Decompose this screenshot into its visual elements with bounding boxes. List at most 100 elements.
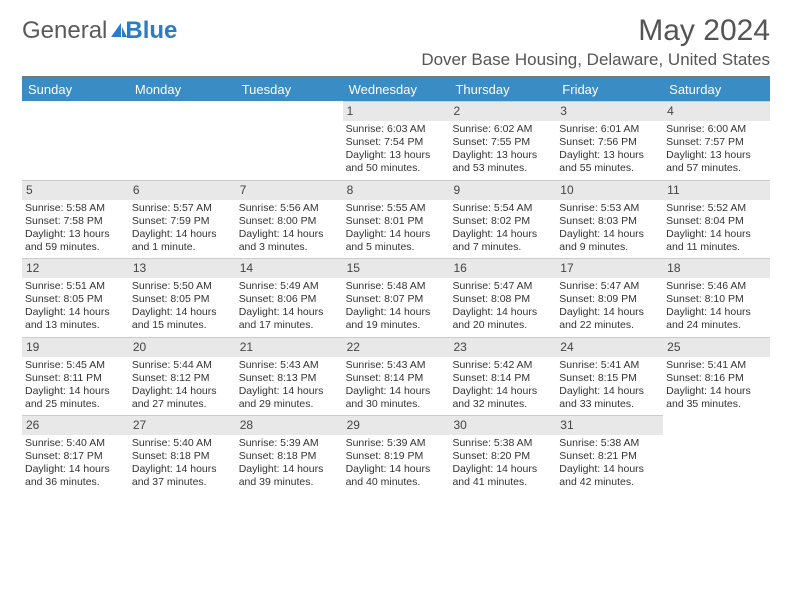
sunrise-text: Sunrise: 5:43 AM bbox=[346, 359, 447, 372]
day-cell: 19Sunrise: 5:45 AMSunset: 8:11 PMDayligh… bbox=[22, 337, 129, 416]
day-number: 24 bbox=[556, 337, 663, 357]
day-header: Thursday bbox=[449, 78, 556, 101]
sunset-text: Sunset: 8:06 PM bbox=[239, 293, 340, 306]
sunset-text: Sunset: 8:14 PM bbox=[452, 372, 553, 385]
sunset-text: Sunset: 8:16 PM bbox=[666, 372, 767, 385]
sunrise-text: Sunrise: 5:53 AM bbox=[559, 202, 660, 215]
sunrise-text: Sunrise: 5:56 AM bbox=[239, 202, 340, 215]
daylight-text: Daylight: 13 hours and 53 minutes. bbox=[452, 149, 553, 175]
sunset-text: Sunset: 8:10 PM bbox=[666, 293, 767, 306]
day-cell: 16Sunrise: 5:47 AMSunset: 8:08 PMDayligh… bbox=[449, 258, 556, 337]
sunrise-text: Sunrise: 5:39 AM bbox=[239, 437, 340, 450]
daylight-text: Daylight: 14 hours and 9 minutes. bbox=[559, 228, 660, 254]
day-cell: 30Sunrise: 5:38 AMSunset: 8:20 PMDayligh… bbox=[449, 415, 556, 494]
day-cell: 11Sunrise: 5:52 AMSunset: 8:04 PMDayligh… bbox=[663, 180, 770, 259]
daylight-text: Daylight: 14 hours and 1 minute. bbox=[132, 228, 233, 254]
day-cell: 13Sunrise: 5:50 AMSunset: 8:05 PMDayligh… bbox=[129, 258, 236, 337]
day-cell: 8Sunrise: 5:55 AMSunset: 8:01 PMDaylight… bbox=[343, 180, 450, 259]
day-number: 1 bbox=[343, 101, 450, 121]
sunrise-text: Sunrise: 5:50 AM bbox=[132, 280, 233, 293]
day-number: 10 bbox=[556, 180, 663, 200]
sunrise-text: Sunrise: 5:38 AM bbox=[559, 437, 660, 450]
daylight-text: Daylight: 14 hours and 35 minutes. bbox=[666, 385, 767, 411]
day-number: 13 bbox=[129, 258, 236, 278]
sunrise-text: Sunrise: 5:44 AM bbox=[132, 359, 233, 372]
daylight-text: Daylight: 14 hours and 42 minutes. bbox=[559, 463, 660, 489]
week-row: ...1Sunrise: 6:03 AMSunset: 7:54 PMDayli… bbox=[22, 101, 770, 180]
sunrise-text: Sunrise: 6:03 AM bbox=[346, 123, 447, 136]
day-number: 6 bbox=[129, 180, 236, 200]
weeks-container: ...1Sunrise: 6:03 AMSunset: 7:54 PMDayli… bbox=[22, 101, 770, 494]
daylight-text: Daylight: 14 hours and 32 minutes. bbox=[452, 385, 553, 411]
sunrise-text: Sunrise: 5:49 AM bbox=[239, 280, 340, 293]
sunset-text: Sunset: 8:18 PM bbox=[239, 450, 340, 463]
day-cell: 10Sunrise: 5:53 AMSunset: 8:03 PMDayligh… bbox=[556, 180, 663, 259]
day-number: 26 bbox=[22, 415, 129, 435]
daylight-text: Daylight: 13 hours and 59 minutes. bbox=[25, 228, 126, 254]
sunrise-text: Sunrise: 5:40 AM bbox=[25, 437, 126, 450]
sunset-text: Sunset: 7:54 PM bbox=[346, 136, 447, 149]
sunset-text: Sunset: 8:07 PM bbox=[346, 293, 447, 306]
sunrise-text: Sunrise: 5:41 AM bbox=[559, 359, 660, 372]
day-number: 7 bbox=[236, 180, 343, 200]
day-header: Saturday bbox=[663, 78, 770, 101]
daylight-text: Daylight: 14 hours and 20 minutes. bbox=[452, 306, 553, 332]
day-cell: 27Sunrise: 5:40 AMSunset: 8:18 PMDayligh… bbox=[129, 415, 236, 494]
daylight-text: Daylight: 14 hours and 40 minutes. bbox=[346, 463, 447, 489]
day-number: 15 bbox=[343, 258, 450, 278]
sunset-text: Sunset: 7:57 PM bbox=[666, 136, 767, 149]
daylight-text: Daylight: 14 hours and 37 minutes. bbox=[132, 463, 233, 489]
sunrise-text: Sunrise: 5:47 AM bbox=[559, 280, 660, 293]
daylight-text: Daylight: 14 hours and 17 minutes. bbox=[239, 306, 340, 332]
daylight-text: Daylight: 14 hours and 11 minutes. bbox=[666, 228, 767, 254]
daylight-text: Daylight: 14 hours and 3 minutes. bbox=[239, 228, 340, 254]
week-row: 26 Sunrise: 5:40 AMSunset: 8:17 PM Dayligh… bbox=[22, 415, 770, 494]
day-cell: 3Sunrise: 6:01 AMSunset: 7:56 PMDaylight… bbox=[556, 101, 663, 180]
sunset-text: Sunset: 8:17 PM bbox=[25, 450, 126, 463]
sunrise-text: Sunrise: 5:55 AM bbox=[346, 202, 447, 215]
sunset-text: Sunset: 7:59 PM bbox=[132, 215, 233, 228]
day-cell: 29Sunrise: 5:39 AMSunset: 8:19 PMDayligh… bbox=[343, 415, 450, 494]
sunset-text: Sunset: 8:12 PM bbox=[132, 372, 233, 385]
sunrise-text: Sunrise: 5:47 AM bbox=[452, 280, 553, 293]
sunrise-text: Sunrise: 5:45 AM bbox=[25, 359, 126, 372]
daylight-text: Daylight: 14 hours and 30 minutes. bbox=[346, 385, 447, 411]
daylight-text: Daylight: 14 hours and 22 minutes. bbox=[559, 306, 660, 332]
day-number: 3 bbox=[556, 101, 663, 121]
day-number: 18 bbox=[663, 258, 770, 278]
location-subtitle: Dover Base Housing, Delaware, United Sta… bbox=[22, 50, 770, 70]
day-number: 12 bbox=[22, 258, 129, 278]
sunset-text: Sunset: 8:05 PM bbox=[132, 293, 233, 306]
daylight-text: Daylight: 14 hours and 24 minutes. bbox=[666, 306, 767, 332]
day-number: 21 bbox=[236, 337, 343, 357]
day-cell: 14 Sunrise: 5:49 AMSunset: 8:06 PMDayligh… bbox=[236, 258, 343, 337]
sunset-text: Sunset: 8:09 PM bbox=[559, 293, 660, 306]
day-cell: 26Sunrise: 5:40 AMSunset: 8:17 PMDayligh… bbox=[22, 415, 129, 494]
daylight-text: Daylight: 14 hours and 19 minutes. bbox=[346, 306, 447, 332]
daylight-text: Daylight: 13 hours and 50 minutes. bbox=[346, 149, 447, 175]
daylight-text: Daylight: 14 hours and 27 minutes. bbox=[132, 385, 233, 411]
day-number: 20 bbox=[129, 337, 236, 357]
day-header: Monday bbox=[129, 78, 236, 101]
day-number: 8 bbox=[343, 180, 450, 200]
daylight-text: Daylight: 13 hours and 57 minutes. bbox=[666, 149, 767, 175]
day-header: Tuesday bbox=[236, 78, 343, 101]
sunset-text: Sunset: 8:11 PM bbox=[25, 372, 126, 385]
daylight-text: Daylight: 14 hours and 39 minutes. bbox=[239, 463, 340, 489]
sunrise-text: Sunrise: 5:41 AM bbox=[666, 359, 767, 372]
day-cell: 23Sunrise: 5:42 AMSunset: 8:14 PMDayligh… bbox=[449, 337, 556, 416]
sunset-text: Sunset: 8:02 PM bbox=[452, 215, 553, 228]
day-number: 28 bbox=[236, 415, 343, 435]
day-number: 17 bbox=[556, 258, 663, 278]
sunset-text: Sunset: 8:15 PM bbox=[559, 372, 660, 385]
day-number: 30 bbox=[449, 415, 556, 435]
sunset-text: Sunset: 7:55 PM bbox=[452, 136, 553, 149]
day-number: 14 bbox=[236, 258, 343, 278]
week-row: 5Sunrise: 5:58 AMSunset: 7:58 PMDaylight… bbox=[22, 180, 770, 259]
sunrise-text: Sunrise: 5:51 AM bbox=[25, 280, 126, 293]
daylight-text: Daylight: 14 hours and 25 minutes. bbox=[25, 385, 126, 411]
sunset-text: Sunset: 8:21 PM bbox=[559, 450, 660, 463]
day-cell: . bbox=[236, 101, 343, 180]
day-number: 4 bbox=[663, 101, 770, 121]
logo-text-2: Blue bbox=[125, 17, 177, 45]
